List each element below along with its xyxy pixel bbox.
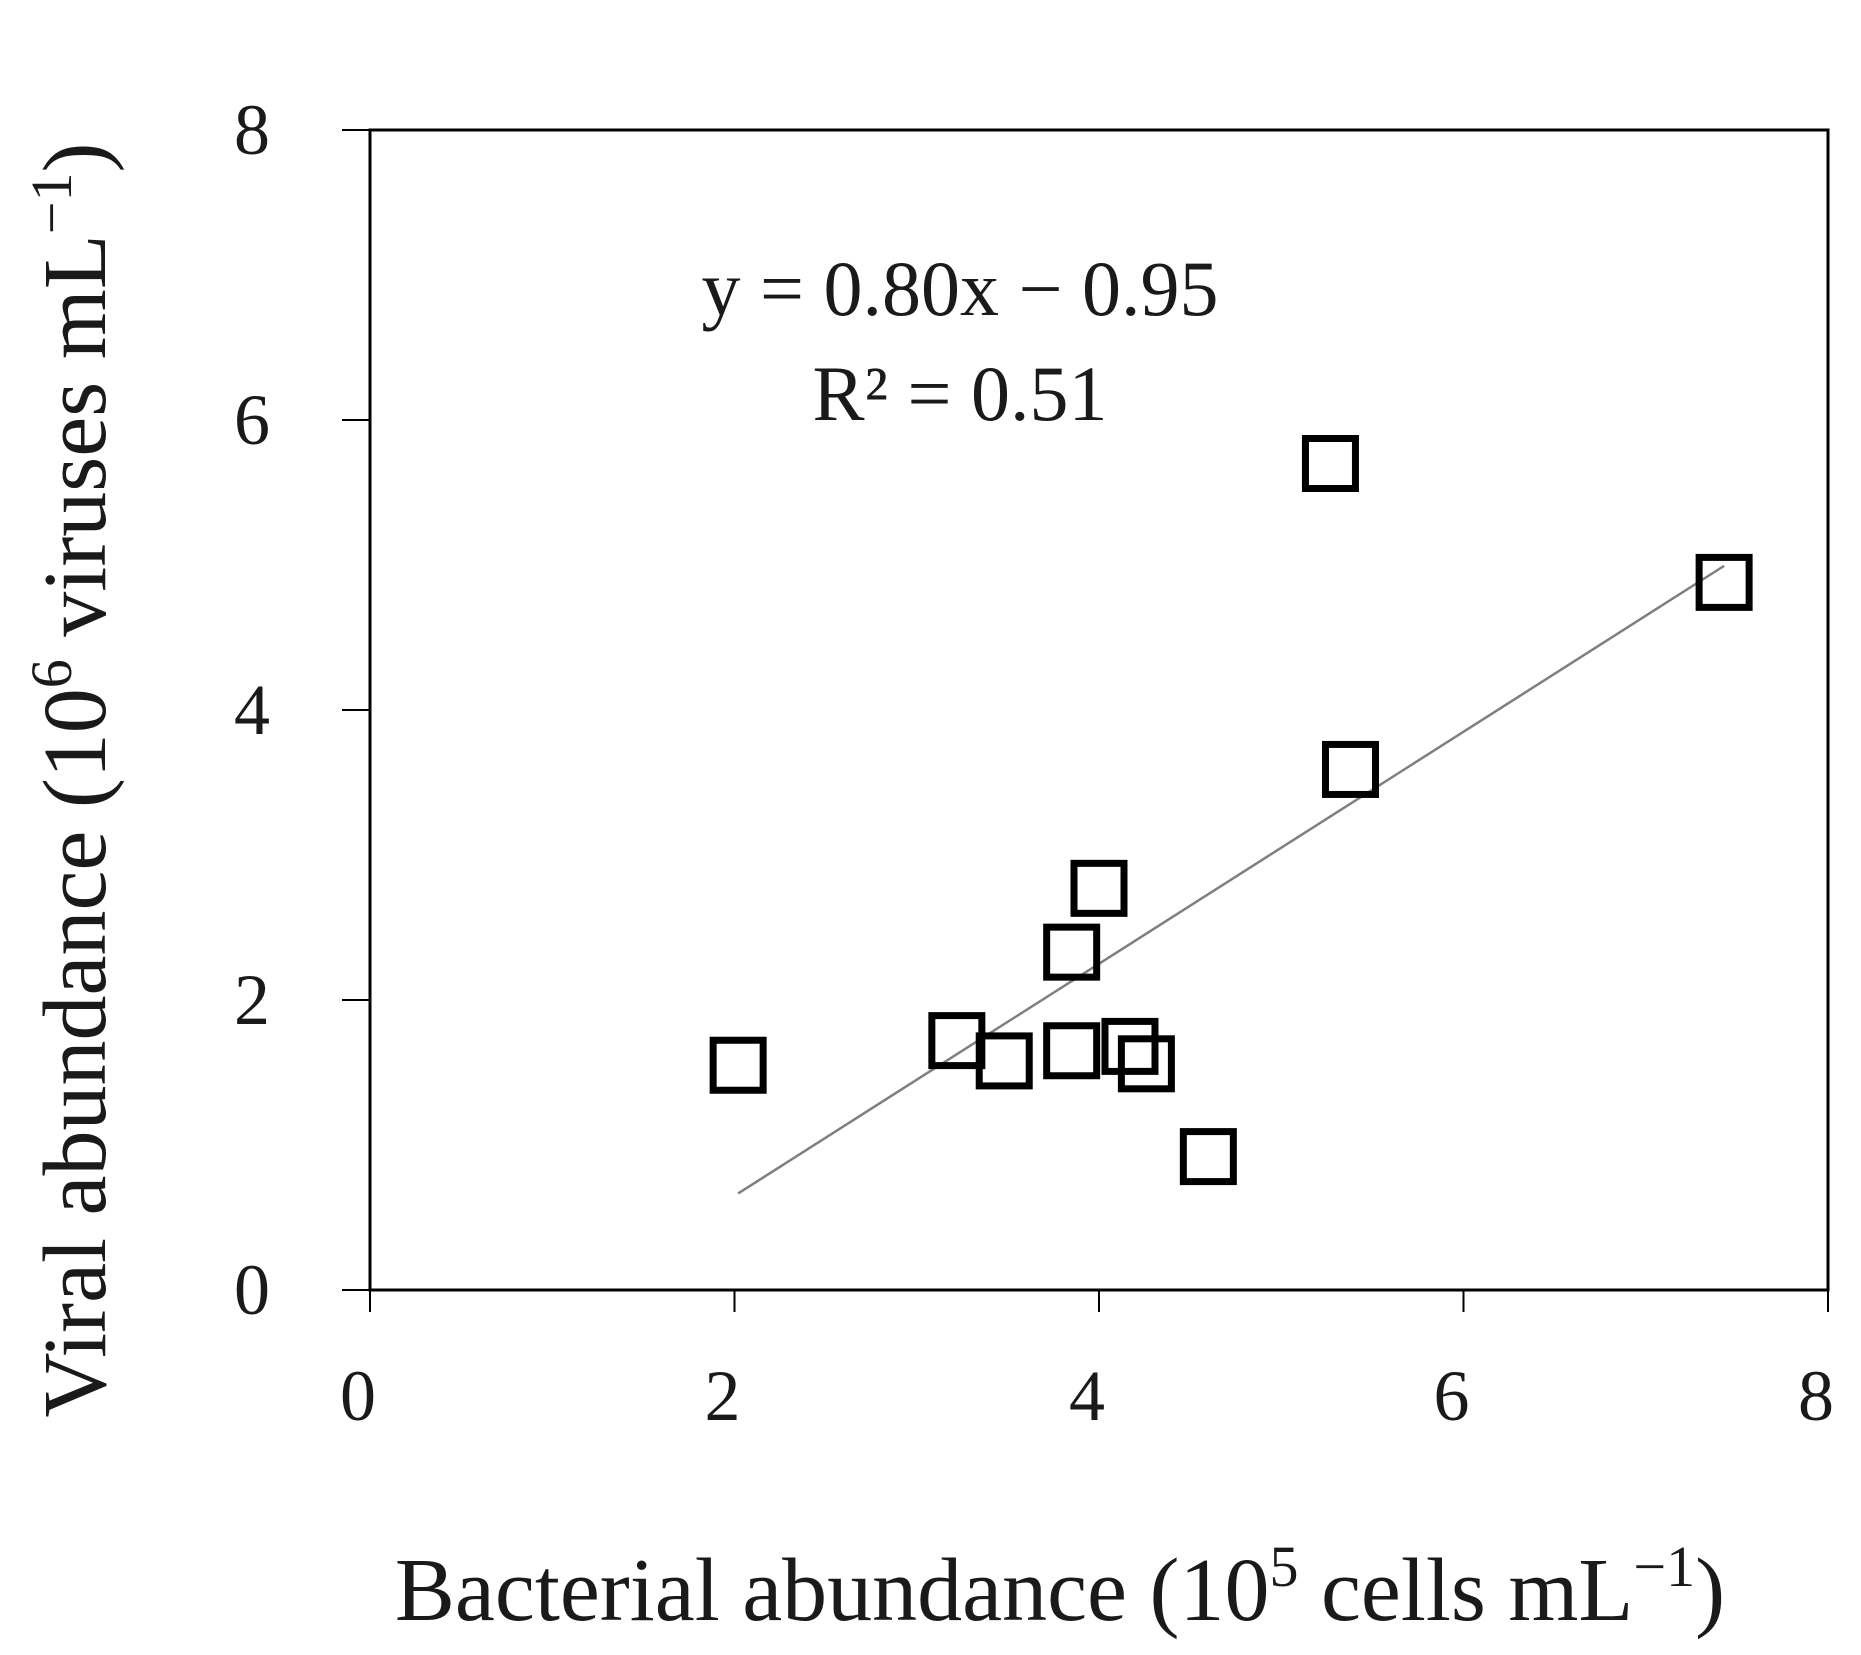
x-axis-title-mid: cells mL [1298, 1541, 1633, 1640]
data-point [1043, 923, 1101, 981]
y-tick-label: 8 [234, 90, 270, 170]
trendline [737, 564, 1725, 1195]
y-axis-title-suffix: ) [26, 143, 125, 173]
y-axis-title-mid: viruses mL [26, 234, 125, 659]
x-tick-label: 2 [705, 1356, 741, 1436]
y-axis-ticks: 0 2 4 6 8 [234, 90, 370, 1330]
x-axis-title-unit-exponent: −1 [1633, 1534, 1695, 1599]
x-tick-label: 8 [1798, 1356, 1834, 1436]
r-squared-label: R² = 0.51 [813, 350, 1108, 437]
data-point [1322, 740, 1380, 798]
regression-equation: y = 0.80x − 0.95 [702, 245, 1219, 332]
y-axis-title: Viral abundance (106 viruses mL−1) [19, 143, 125, 1418]
data-points [709, 435, 1753, 1186]
x-axis-ticks: 0 2 4 6 8 [340, 1290, 1834, 1436]
data-point [709, 1036, 767, 1094]
x-tick-label: 4 [1069, 1356, 1105, 1436]
data-point [1301, 435, 1359, 492]
x-tick-label: 6 [1434, 1356, 1470, 1436]
y-tick-label: 2 [234, 960, 270, 1040]
x-axis-title: Bacterial abundance (105 cells mL−1) [395, 1534, 1725, 1640]
x-tick-label: 0 [340, 1356, 376, 1436]
data-point [1043, 1022, 1101, 1080]
y-axis-title-unit-exponent: −1 [19, 173, 84, 235]
data-point [1179, 1128, 1237, 1186]
data-point [1695, 553, 1753, 611]
y-tick-label: 4 [234, 670, 270, 750]
data-point [1117, 1035, 1175, 1093]
x-axis-title-exponent: 5 [1269, 1534, 1298, 1599]
y-axis-title-exponent: 6 [19, 659, 84, 688]
y-tick-label: 6 [234, 380, 270, 460]
data-point [1070, 859, 1128, 917]
data-point [928, 1012, 986, 1070]
y-axis-title-prefix: Viral abundance (10 [26, 688, 125, 1417]
data-point [975, 1032, 1033, 1090]
y-tick-label: 0 [234, 1250, 270, 1330]
data-point [1101, 1017, 1159, 1075]
x-axis-title-prefix: Bacterial abundance (10 [395, 1541, 1270, 1640]
x-axis-title-suffix: ) [1695, 1541, 1725, 1640]
